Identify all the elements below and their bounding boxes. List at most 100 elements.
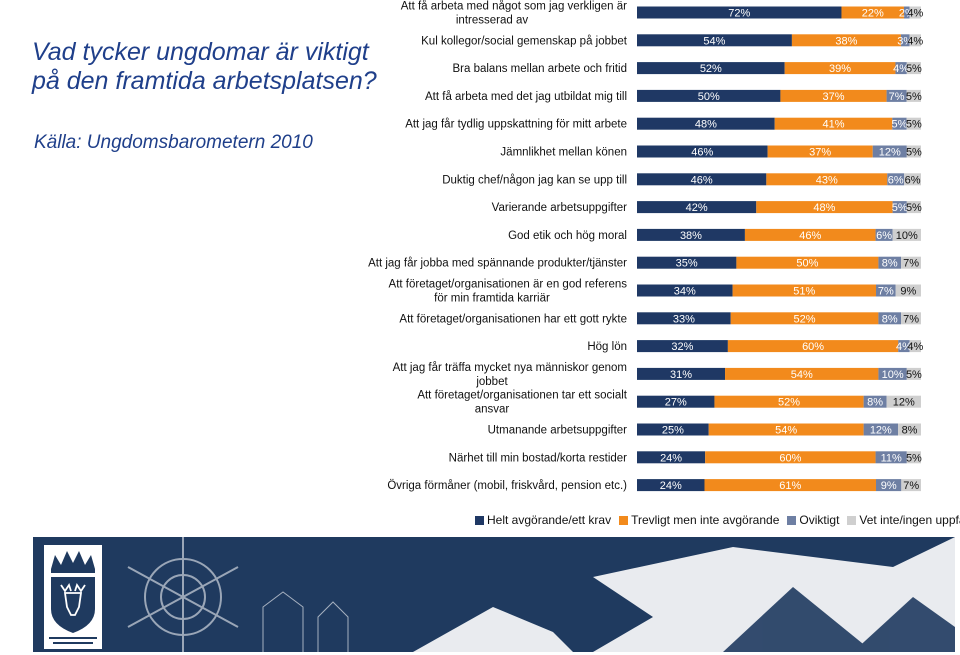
bar-segment [875,228,893,241]
bar-segment [892,201,907,214]
category-label: Att jag får jobba med spännande produkte… [368,258,627,270]
data-label: 52% [794,313,816,325]
page-title: Vad tycker ungdomar är viktigt på den fr… [32,38,377,95]
bar-segment [637,117,775,130]
bar-segment [876,479,902,492]
data-label: 6% [876,230,892,242]
bar-segment [903,6,910,19]
bar-segment [784,62,896,75]
bar-segment [909,34,921,47]
bar-segment [906,62,921,75]
data-label: 46% [691,174,713,186]
category-label: Närhet till min bostad/korta restider [449,452,627,464]
data-label: 4% [893,63,909,75]
data-label: 7% [903,480,919,492]
source-note: Källa: Ungdomsbarometern 2010 [34,132,313,153]
bar-segment [780,89,887,102]
bar-segment [766,173,888,186]
data-label: 10% [882,369,904,381]
data-label: 5% [906,202,922,214]
data-label: 4% [907,341,923,353]
data-label: 9% [881,480,897,492]
data-label: 8% [882,258,898,270]
snowflake-graphic [127,537,955,652]
data-label: 42% [686,202,708,214]
data-label: 24% [660,480,682,492]
bar-segment [906,367,921,380]
bar-segment [892,117,907,130]
data-label: 5% [892,119,908,131]
bar-segment [637,256,737,269]
bar-segment [909,6,921,19]
category-label: Att jag får träffa mycket nya människor … [393,362,627,388]
category-label: Jämnlikhet mellan könen [500,147,627,159]
bar-segment [708,423,864,436]
bar-segment [906,117,921,130]
data-label: 60% [779,452,801,464]
chart-legend: Helt avgörande/ett krav Trevligt men int… [475,513,960,527]
bar-segment [637,340,728,353]
data-label: 33% [673,313,695,325]
bar-segment [876,284,896,297]
bar-segment [637,395,715,408]
data-label: 72% [728,8,750,20]
bar-segment [714,395,864,408]
category-label: Hög lön [587,341,627,353]
category-label: Att få arbeta med något som jag verklige… [401,1,627,27]
category-label: Att företaget/organisationen har ett got… [399,313,627,325]
bar-segment [637,451,706,464]
bar-segment [637,145,768,158]
footer-banner [33,537,955,652]
bar-segment [736,256,879,269]
ostersunds-kommun-logo [44,545,102,649]
bar-segment [637,62,785,75]
data-label: 8% [902,425,918,437]
category-label: Att företaget/organisationen är en god r… [389,279,628,305]
data-label: 34% [674,286,696,298]
data-label: 38% [680,230,702,242]
legend-item-avgorande: Helt avgörande/ett krav [475,513,611,527]
data-label: 7% [889,91,905,103]
category-label: Kul kollegor/social gemenskap på jobbet [421,35,628,47]
bar-segment [637,284,733,297]
bar-segment [704,479,877,492]
bar-segment [863,395,887,408]
legend-swatch-vetinte [847,515,857,525]
bar-segment [906,145,921,158]
bar-segment [901,256,921,269]
stacked-bar-chart: Att få arbeta med något som jag verklige… [368,1,923,493]
data-label: 10% [896,230,918,242]
bar-segment [906,89,921,102]
bar-segment [637,173,767,186]
bar-segment [637,6,842,19]
category-label: Duktig chef/någon jag kan se upp till [442,174,627,186]
data-label: 5% [906,369,922,381]
bar-segment [732,284,877,297]
legend-item-trevligt: Trevligt men inte avgörande [619,513,779,527]
bar-segment [898,423,921,436]
bar-segment [895,284,921,297]
bar-segment [886,395,921,408]
bar-segment [637,228,745,241]
data-label: 12% [879,147,901,159]
bar-segment [637,201,757,214]
data-label: 37% [822,91,844,103]
legend-label-avgorande: Helt avgörande/ett krav [487,513,612,527]
data-label: 24% [660,452,682,464]
category-label: Att företaget/organisationen tar ett soc… [417,390,627,416]
data-label: 46% [691,147,713,159]
legend-item-oviktigt: Oviktigt [787,513,839,527]
data-label: 5% [906,91,922,103]
bar-segment [878,256,902,269]
bar-segment [906,451,921,464]
legend-label-vetinte: Vet inte/ingen uppfattning [859,513,960,527]
data-label: 7% [903,258,919,270]
data-label: 8% [882,313,898,325]
legend-swatch-trevligt [619,515,629,525]
data-label: 6% [888,174,904,186]
data-label: 51% [793,286,815,298]
bar-segment [637,89,781,102]
data-label: 5% [906,452,922,464]
bar-segment [767,145,873,158]
data-label: 22% [862,8,884,20]
